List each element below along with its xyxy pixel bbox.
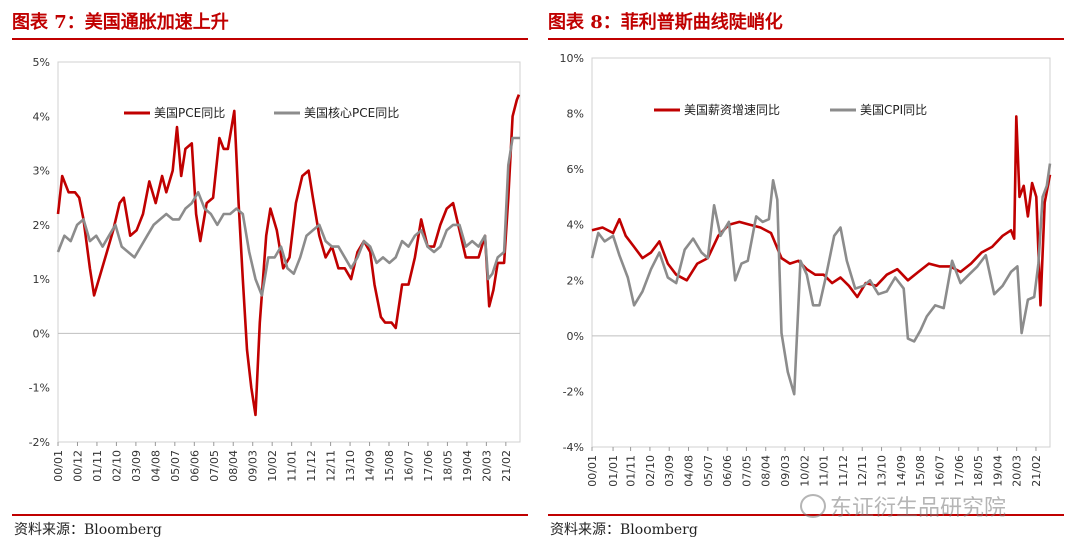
y-tick-label: 4%: [567, 219, 584, 232]
x-tick-label: 01/11: [625, 455, 638, 487]
chart-panel-7: 图表 7：美国通胀加速上升 -2% -1% 0% 1% 2% 3% 4% 5% 00/01 00/…: [12, 12, 528, 538]
x-tick-label: 09/03: [779, 455, 792, 487]
x-tick-label: 13/10: [344, 450, 357, 482]
x-tick-label: 14/09: [364, 450, 377, 482]
series-line-2: [56, 136, 520, 297]
x-tick-label: 03/09: [663, 455, 676, 487]
y-tick-label: 5%: [33, 56, 50, 69]
title-rule: [548, 38, 1064, 40]
series-line-2: [590, 163, 1052, 396]
x-tick-label: 20/03: [1011, 455, 1024, 487]
x-tick-label: 00/12: [71, 450, 84, 482]
x-tick-label: 07/05: [740, 455, 753, 487]
chart-title: 图表 7：美国通胀加速上升: [12, 12, 229, 33]
x-tick-label: 21/02: [500, 450, 513, 482]
x-tick-label: 02/10: [644, 455, 657, 487]
x-tick-label: 18/05: [441, 450, 454, 482]
y-tick-label: -4%: [563, 441, 584, 454]
x-tick-label: 19/04: [461, 450, 474, 482]
x-tick-label: 09/03: [247, 450, 260, 482]
y-tick-label: 2%: [567, 274, 584, 287]
x-tick-label: 04/08: [149, 450, 162, 482]
x-tick-label: 20/03: [480, 450, 493, 482]
chart-title: 图表 8：菲利普斯曲线陡峭化: [548, 12, 783, 33]
y-tick-label: 8%: [567, 108, 584, 121]
x-tick-label: 05/07: [169, 450, 182, 482]
y-tick-label: -1%: [29, 382, 50, 395]
source-note: 资料来源：Bloomberg: [550, 522, 698, 538]
source-rule: [12, 514, 528, 516]
x-tick-label: 21/02: [1030, 455, 1043, 487]
x-tick-label: 16/07: [933, 455, 946, 487]
x-tick-label: 16/07: [402, 450, 415, 482]
y-tick-label: 2%: [33, 219, 50, 232]
x-tick-label: 12/11: [325, 450, 338, 482]
y-tick-label: -2%: [563, 385, 584, 398]
y-tick-label: 4%: [33, 110, 50, 123]
x-tick-label: 01/11: [91, 450, 104, 482]
x-tick-label: 02/10: [110, 450, 123, 482]
legend-label: 美国薪资增速同比: [684, 103, 780, 117]
y-tick-label: 0%: [567, 330, 584, 343]
x-tick-label: 19/04: [991, 455, 1004, 487]
y-tick-label: 6%: [567, 163, 584, 176]
series-line-1: [591, 115, 1052, 307]
line-chart-8: -4% -2% 0% 2% 4% 6% 8% 10% 00/01 01/01 01/11 02/10 0…: [560, 52, 1052, 487]
series-line-1: [56, 94, 521, 417]
x-tick-label: 13/10: [876, 455, 889, 487]
x-tick-label: 12/11: [856, 455, 869, 487]
watermark-text: 东证衍生品研究院: [830, 496, 1007, 521]
title-rule: [12, 38, 528, 40]
x-tick-label: 11/01: [286, 450, 299, 482]
y-tick-label: 10%: [560, 52, 584, 65]
x-tick-label: 15/08: [383, 450, 396, 482]
y-tick-label: -2%: [29, 436, 50, 449]
x-tick-label: 07/05: [208, 450, 221, 482]
x-tick-label: 11/01: [818, 455, 831, 487]
x-tick-label: 08/04: [760, 455, 773, 487]
x-tick-label: 11/12: [837, 455, 850, 487]
x-tick-label: 18/05: [972, 455, 985, 487]
x-tick-label: 10/02: [266, 450, 279, 482]
x-tick-label: 15/08: [914, 455, 927, 487]
x-tick-label: 17/06: [422, 450, 435, 482]
x-tick-label: 17/06: [953, 455, 966, 487]
x-tick-label: 06/06: [188, 450, 201, 482]
x-tick-label: 08/04: [227, 450, 240, 482]
y-tick-label: 1%: [33, 273, 50, 286]
chart-panel-8: 图表 8：菲利普斯曲线陡峭化 -4% -2% 0% 2% 4% 6% 8% 10% 00/01 0…: [540, 0, 1080, 552]
x-tick-label: 04/08: [683, 455, 696, 487]
legend-label: 美国CPI同比: [860, 103, 927, 117]
x-tick-label: 11/12: [305, 450, 318, 482]
wechat-logo-icon: [800, 494, 826, 518]
source-note: 资料来源：Bloomberg: [14, 522, 162, 538]
x-tick-label: 05/07: [702, 455, 715, 487]
x-tick-label: 03/09: [130, 450, 143, 482]
legend-label: 美国PCE同比: [154, 106, 225, 120]
x-tick-label: 00/01: [52, 450, 65, 482]
x-tick-label: 06/06: [721, 455, 734, 487]
x-tick-label: 10/02: [798, 455, 811, 487]
plot-frame: [591, 57, 1051, 448]
y-tick-label: 0%: [33, 327, 50, 340]
x-tick-label: 14/09: [895, 455, 908, 487]
y-tick-label: 3%: [33, 165, 50, 178]
legend-label: 美国核心PCE同比: [304, 106, 399, 120]
x-tick-label: 00/01: [586, 455, 599, 487]
watermark: 东证衍生品研究院: [800, 490, 1060, 521]
line-chart-7: -2% -1% 0% 1% 2% 3% 4% 5% 00/01 00/12 01/11 02/10 03…: [29, 56, 521, 482]
x-tick-label: 01/01: [607, 455, 620, 487]
